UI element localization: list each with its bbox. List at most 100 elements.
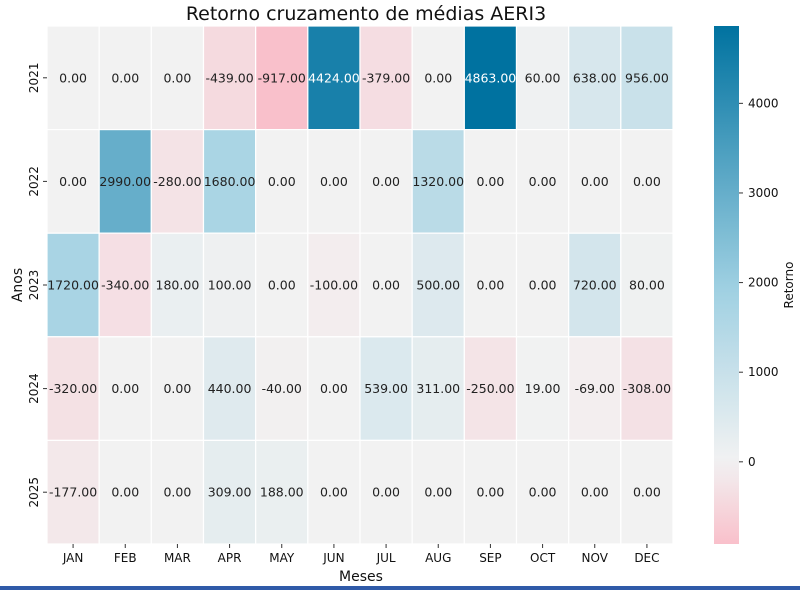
heatmap-cell: [150, 336, 205, 441]
x-tick-label: JAN: [62, 551, 84, 565]
heatmap-cell: [359, 129, 413, 234]
cell-value-label: 0.00: [529, 485, 557, 500]
heatmap-cell: [620, 232, 674, 338]
colorbar-tick-label: 4000: [748, 96, 779, 110]
heatmap-cell: [150, 232, 205, 338]
heatmap-cell: [98, 25, 152, 131]
cell-value-label: 0.00: [529, 278, 557, 293]
cell-value-label: 0.00: [476, 174, 504, 189]
cell-value-label: 0.00: [476, 485, 504, 500]
heatmap-cells: 0.00 0.00 0.00 -439.00 -917.00 4424.00 -379.00…: [46, 25, 674, 545]
x-axis-ticks: JAN FEB MAR APR MAY JUN JUL AUG SEP OCT NOV DEC: [62, 544, 660, 565]
heatmap-cell: [620, 25, 674, 131]
heatmap-cell: [568, 439, 622, 545]
cell-value-label: 1320.00: [412, 174, 464, 189]
heatmap-cell: [568, 336, 622, 441]
heatmap-cell: [359, 439, 413, 545]
cell-value-label: 188.00: [260, 485, 304, 500]
cell-value-label: 0.00: [372, 278, 400, 293]
cell-value-label: 0.00: [268, 278, 296, 293]
x-tick-label: OCT: [530, 551, 556, 565]
heatmap-cell: [411, 25, 465, 131]
y-tick-label: 2025: [27, 477, 41, 508]
cell-value-label: 0.00: [111, 70, 139, 85]
x-tick-label: AUG: [425, 551, 451, 565]
x-tick-label: NOV: [582, 551, 609, 565]
cell-value-label: 0.00: [268, 174, 296, 189]
cell-value-label: 0.00: [320, 174, 348, 189]
cell-value-label: 0.00: [424, 70, 452, 85]
heatmap-cell: [46, 439, 100, 545]
heatmap-cell: [359, 232, 413, 338]
cell-value-label: 0.00: [372, 485, 400, 500]
cell-value-label: 80.00: [629, 278, 665, 293]
y-tick-label: 2024: [27, 373, 41, 404]
colorbar-ticks: 0 1000 2000 3000 4000: [739, 96, 779, 469]
heatmap-cell: [463, 336, 518, 441]
cell-value-label: 0.00: [111, 485, 139, 500]
heatmap-cell: [307, 336, 361, 441]
colorbar-tick-label: 0: [748, 455, 756, 469]
heatmap-cell: [359, 336, 413, 441]
cell-value-label: 0.00: [320, 381, 348, 396]
heatmap-cell: [515, 129, 570, 234]
y-tick-label: 2023: [27, 270, 41, 301]
cell-value-label: -379.00: [362, 70, 410, 85]
cell-value-label: 500.00: [416, 278, 460, 293]
cell-value-label: -340.00: [101, 278, 149, 293]
heatmap-cell: [202, 232, 257, 338]
x-axis-label: Meses: [339, 569, 383, 585]
heatmap-cell: [411, 129, 465, 234]
heatmap-cell: [255, 129, 309, 234]
cell-value-label: 0.00: [163, 381, 191, 396]
cell-value-label: 4424.00: [308, 70, 360, 85]
cell-value-label: 0.00: [581, 485, 609, 500]
x-tick-label: MAR: [164, 551, 191, 565]
x-tick-label: FEB: [114, 551, 137, 565]
y-tick-label: 2022: [27, 166, 41, 197]
cell-value-label: 0.00: [111, 381, 139, 396]
heatmap-cell: [515, 25, 570, 131]
cell-value-label: 100.00: [208, 278, 252, 293]
heatmap-cell: [463, 129, 518, 234]
cell-value-label: 180.00: [156, 278, 200, 293]
x-tick-label: SEP: [479, 551, 501, 565]
heatmap-cell: [202, 129, 257, 234]
cell-value-label: 0.00: [320, 485, 348, 500]
cell-value-label: -320.00: [49, 381, 97, 396]
x-tick-label: APR: [218, 551, 242, 565]
cell-value-label: -439.00: [205, 70, 253, 85]
cell-value-label: -100.00: [310, 278, 358, 293]
y-axis-label: Anos: [10, 268, 26, 302]
heatmap-cell: [568, 129, 622, 234]
colorbar-label: Retorno: [782, 262, 796, 309]
heatmap-cell: [620, 336, 674, 441]
colorbar: [714, 26, 739, 544]
cell-value-label: 309.00: [208, 485, 252, 500]
cell-value-label: -69.00: [575, 381, 615, 396]
cell-value-label: 1720.00: [47, 278, 99, 293]
heatmap-cell: [620, 129, 674, 234]
heatmap-cell: [307, 439, 361, 545]
y-axis-ticks: 2021 2022 2023 2024 2025: [27, 63, 47, 508]
bottom-border: [0, 586, 800, 590]
heatmap-cell: [98, 439, 152, 545]
cell-value-label: 0.00: [529, 174, 557, 189]
heatmap-cell: [202, 336, 257, 441]
cell-value-label: 0.00: [59, 70, 87, 85]
cell-value-label: 956.00: [625, 70, 669, 85]
cell-value-label: 19.00: [525, 381, 561, 396]
heatmap-cell: [307, 25, 361, 131]
colorbar-tick-label: 2000: [748, 276, 779, 290]
cell-value-label: 0.00: [372, 174, 400, 189]
y-tick-label: 2021: [27, 63, 41, 94]
heatmap-cell: [255, 439, 309, 545]
heatmap-cell: [255, 232, 309, 338]
heatmap-cell: [46, 232, 100, 338]
cell-value-label: -40.00: [262, 381, 302, 396]
heatmap-cell: [98, 129, 152, 234]
cell-value-label: 311.00: [416, 381, 460, 396]
cell-value-label: 0.00: [59, 174, 87, 189]
cell-value-label: 4863.00: [465, 70, 517, 85]
cell-value-label: -250.00: [466, 381, 514, 396]
